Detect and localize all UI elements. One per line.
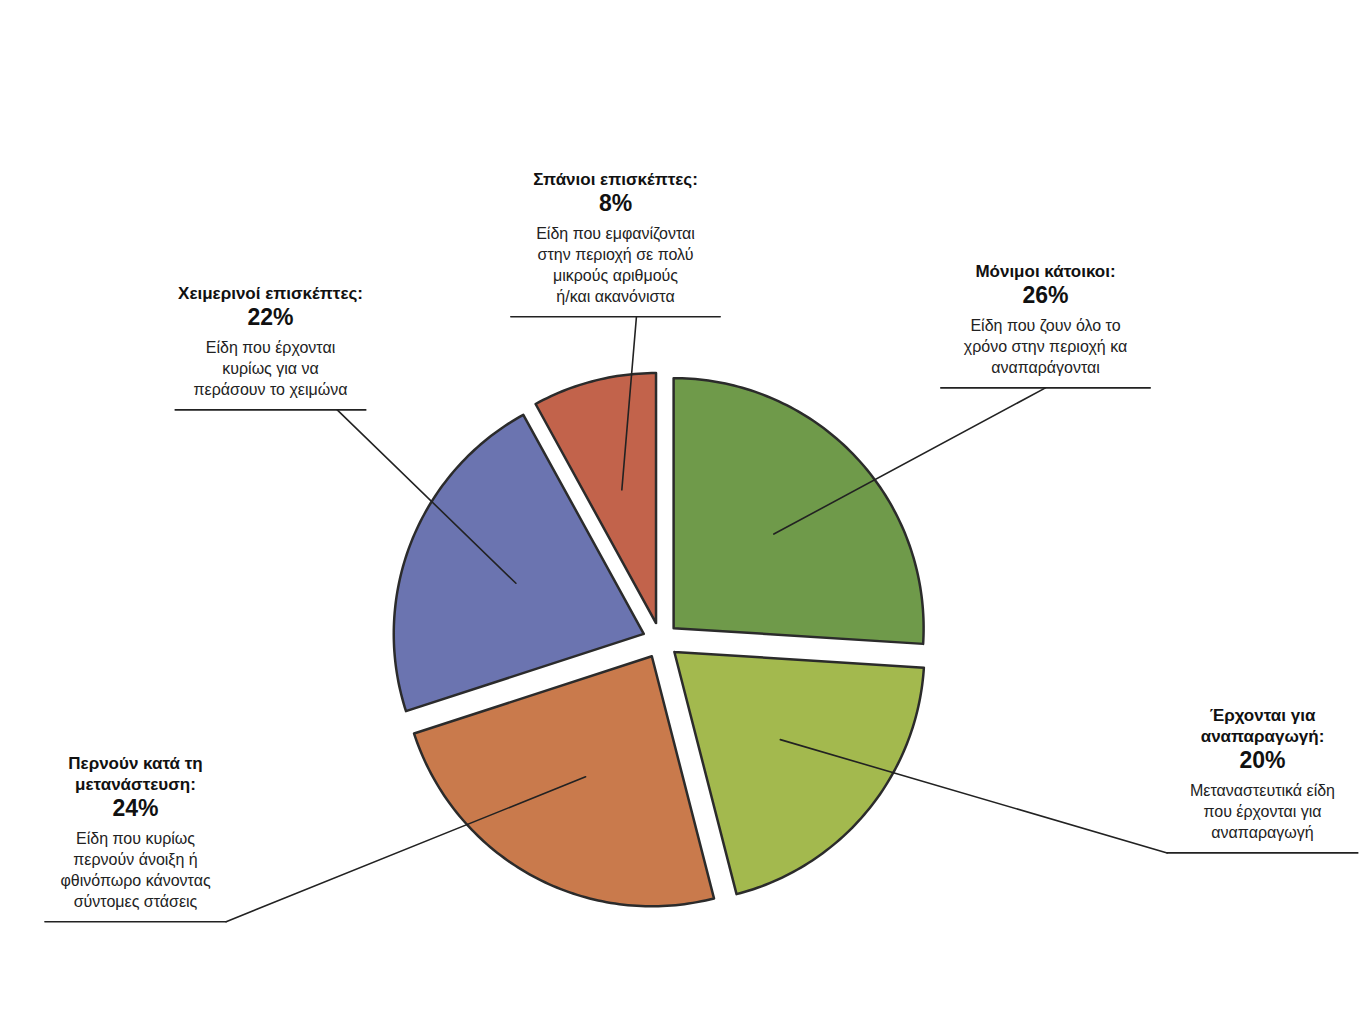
svg-text:Είδη που ζουν όλο τοχρόνο στην: Είδη που ζουν όλο τοχρόνο στην περιοχή κ…	[964, 317, 1127, 376]
svg-text:Χειμερινοί επισκέπτες:: Χειμερινοί επισκέπτες:	[178, 284, 363, 303]
svg-text:Έρχονται γιααναπαραγωγή:: Έρχονται γιααναπαραγωγή:	[1201, 706, 1325, 746]
svg-text:Μεταναστευτικά είδηπου έρχοντα: Μεταναστευτικά είδηπου έρχονται γιααναπα…	[1190, 782, 1335, 841]
svg-text:Είδη που εμφανίζονταιστην περι: Είδη που εμφανίζονταιστην περιοχή σε πολ…	[536, 225, 695, 304]
svg-text:22%: 22%	[247, 304, 293, 330]
svg-text:26%: 26%	[1022, 282, 1068, 308]
svg-text:Περνούν κατά τημετανάστευση:: Περνούν κατά τημετανάστευση:	[68, 754, 202, 794]
svg-text:20%: 20%	[1239, 747, 1285, 773]
svg-text:Σπάνιοι επισκέπτες:: Σπάνιοι επισκέπτες:	[533, 170, 698, 189]
svg-text:8%: 8%	[599, 190, 632, 216]
svg-text:24%: 24%	[112, 795, 158, 821]
svg-text:Μόνιμοι κάτοικοι:: Μόνιμοι κάτοικοι:	[975, 262, 1115, 281]
svg-text:Είδη που έρχονταικυρίως για να: Είδη που έρχονταικυρίως για ναπεράσουν τ…	[194, 339, 348, 398]
svg-text:Είδη που κυρίωςπερνούν άνοιξη: Είδη που κυρίωςπερνούν άνοιξη ήφθινόπωρο…	[60, 830, 211, 909]
